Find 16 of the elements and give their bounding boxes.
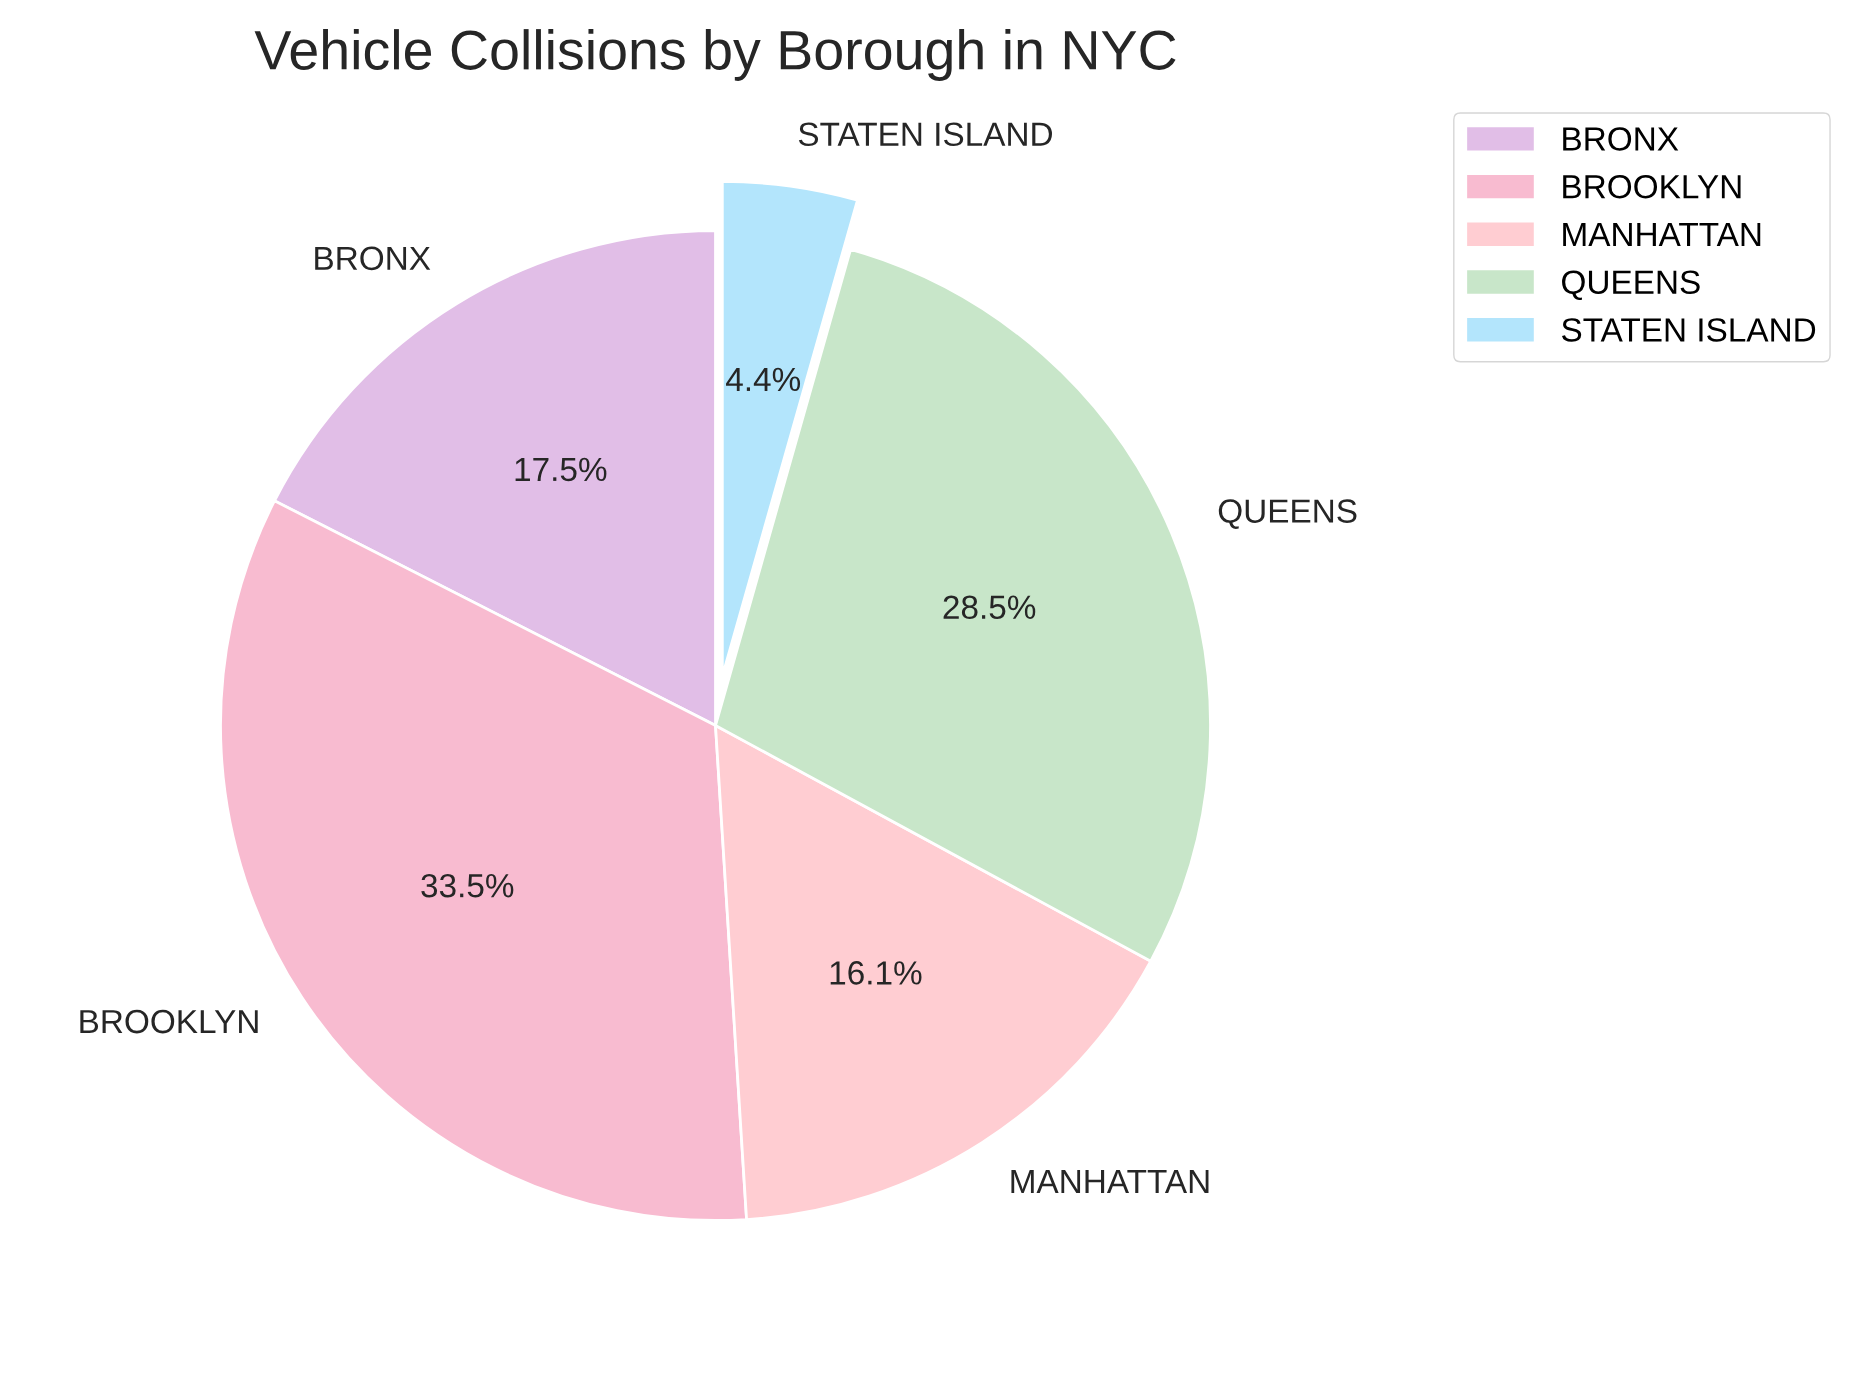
legend-label: BROOKLYN: [1563, 174, 1741, 199]
slice-label: QUEENS: [1218, 499, 1357, 529]
data-label: 17.5%: [515, 457, 607, 482]
chart-title: Vehicle Collisions by Borough in NYC: [254, 29, 1176, 81]
data-label: 4.4%: [726, 367, 801, 392]
legend-label: QUEENS: [1562, 270, 1700, 300]
slice-label: MANHATTAN: [1011, 1170, 1209, 1193]
legend-label: BRONX: [1563, 127, 1679, 151]
legend-label: STATEN ISLAND: [1561, 318, 1816, 342]
data-label: 33.5%: [421, 873, 514, 898]
slice-label: BRONX: [315, 246, 431, 271]
data-label: 16.1%: [830, 961, 922, 985]
slice-label: STATEN ISLAND: [798, 122, 1052, 147]
slice-label: BROOKLYN: [80, 1009, 258, 1034]
legend-label: MANHATTAN: [1563, 223, 1761, 246]
data-label: 28.5%: [943, 595, 1036, 620]
